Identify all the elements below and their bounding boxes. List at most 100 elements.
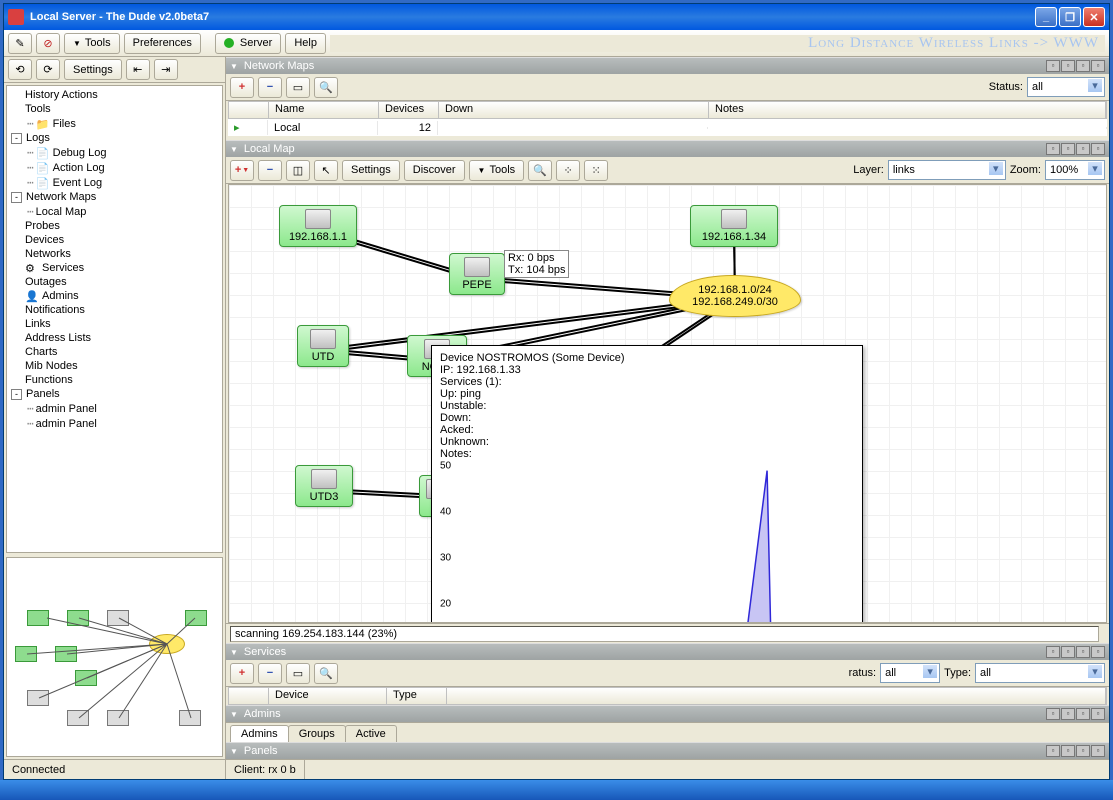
map-node[interactable]: UTD — [297, 325, 349, 367]
minimap[interactable] — [6, 557, 223, 757]
map-node[interactable]: 192.168.1.1 — [279, 205, 357, 247]
tree-item[interactable]: ⋯admin Panel — [9, 401, 220, 416]
find-button[interactable]: 🔍 — [528, 160, 552, 181]
tree-item[interactable]: 👤Admins — [9, 289, 220, 303]
tab-groups[interactable]: Groups — [288, 725, 346, 742]
menubar: ✎ ⊘ ▼Tools Preferences Server Help Long … — [4, 30, 1109, 57]
map-node[interactable]: 192.168.1.34 — [690, 205, 778, 247]
statusbar: Connected Client: rx 0 b — [4, 759, 1109, 779]
node-label: UTD3 — [302, 491, 346, 503]
copy-button[interactable]: ▭ — [286, 77, 310, 98]
map-node[interactable]: UTD3 — [295, 465, 353, 507]
tree-item[interactable]: History Actions — [9, 88, 220, 102]
layer-select[interactable]: links — [888, 160, 1006, 180]
tree-view[interactable]: History ActionsTools⋯📁Files-Logs⋯📄Debug … — [6, 85, 223, 553]
map-tools-button[interactable]: ▼Tools — [469, 160, 525, 181]
tab-active[interactable]: Active — [345, 725, 397, 742]
device-tooltip: Device NOSTROMOS (Some Device)IP: 192.16… — [431, 345, 863, 623]
close-button[interactable]: ✕ — [1083, 7, 1105, 27]
tree-item[interactable]: ⋯📄Action Log — [9, 160, 220, 175]
pointer-button[interactable]: ↖ — [314, 160, 338, 181]
server-button[interactable]: Server — [215, 33, 281, 54]
map-settings-button[interactable]: Settings — [342, 160, 400, 181]
local-map-header[interactable]: ▼Local Map ▫▫▫▫ — [226, 140, 1109, 157]
services-grid-header[interactable]: Device Type — [228, 687, 1107, 705]
tools-menu[interactable]: ▼Tools — [64, 33, 120, 54]
panels-header[interactable]: ▼Panels ▫▫▫▫ — [226, 742, 1109, 759]
tree-item[interactable]: Networks — [9, 247, 220, 261]
zoom-select[interactable]: 100% — [1045, 160, 1105, 180]
taskbar[interactable] — [0, 780, 1113, 800]
discover-button[interactable]: Discover — [404, 160, 465, 181]
preferences-button[interactable]: Preferences — [124, 33, 201, 54]
services-type-select[interactable]: all — [975, 663, 1105, 683]
layout1-button[interactable]: ⁘ — [556, 160, 580, 181]
tree-item[interactable]: Functions — [9, 373, 220, 387]
tree-item-label: History Actions — [25, 89, 98, 101]
layout2-button[interactable]: ⁙ — [584, 160, 608, 181]
tree-item[interactable]: Devices — [9, 233, 220, 247]
tab-admins[interactable]: Admins — [230, 725, 289, 742]
status-select[interactable]: all — [1027, 77, 1105, 97]
find-button[interactable]: 🔍 — [314, 77, 338, 98]
stop-button[interactable]: ⊘ — [36, 33, 60, 54]
find-button[interactable]: 🔍 — [314, 663, 338, 684]
services-status-select[interactable]: all — [880, 663, 940, 683]
map-canvas[interactable]: 192.168.1.1PEPE192.168.1.34UTDNOSTUTD319… — [228, 184, 1107, 623]
tree-item-label: Outages — [25, 276, 67, 288]
device-icon — [305, 209, 331, 229]
tree-item-label: Address Lists — [25, 332, 91, 344]
lasso-button[interactable]: ◫ — [286, 160, 310, 181]
table-row[interactable]: ▸ Local 12 — [228, 119, 1107, 136]
tree-item[interactable]: ⋯Local Map — [9, 204, 220, 219]
tree-item-label: Probes — [25, 220, 60, 232]
services-header[interactable]: ▼Services ▫▫▫▫ — [226, 643, 1109, 660]
layer-label: Layer: — [853, 164, 884, 176]
tree-item[interactable]: ⚙Services — [9, 261, 220, 275]
tree-item[interactable]: -Panels — [9, 387, 220, 401]
redo-button[interactable]: ⟳ — [36, 59, 60, 80]
left-toolbar: ⟲ ⟳ Settings ⇤ ⇥ — [4, 57, 225, 83]
import-button[interactable]: ⇤ — [126, 59, 150, 80]
minimize-button[interactable]: _ — [1035, 7, 1057, 27]
tree-item[interactable]: Address Lists — [9, 331, 220, 345]
node-label: PEPE — [456, 279, 498, 291]
tree-item[interactable]: Tools — [9, 102, 220, 116]
network-maps-header[interactable]: ▼Network Maps ▫▫▫▫ — [226, 57, 1109, 74]
settings-button[interactable]: Settings — [64, 59, 122, 80]
remove-button[interactable]: − — [258, 663, 282, 684]
map-node[interactable]: PEPE — [449, 253, 505, 295]
undo-button[interactable]: ⟲ — [8, 59, 32, 80]
copy-button[interactable]: ▭ — [286, 663, 310, 684]
panel-title: Local Map — [244, 143, 295, 155]
tree-item[interactable]: ⋯📄Debug Log — [9, 145, 220, 160]
network-cloud[interactable]: 192.168.1.0/24192.168.249.0/30 — [669, 275, 801, 317]
remove-button[interactable]: − — [258, 160, 282, 181]
tree-item[interactable]: -Logs — [9, 131, 220, 145]
tree-item[interactable]: ⋯📄Event Log — [9, 175, 220, 190]
log-icon: 📄 — [36, 177, 50, 189]
add-button[interactable]: + — [230, 77, 254, 98]
maps-grid-header[interactable]: Name Devices Down Notes — [228, 101, 1107, 119]
admins-header[interactable]: ▼Admins ▫▫▫▫ — [226, 705, 1109, 722]
tree-item[interactable]: Links — [9, 317, 220, 331]
tree-item[interactable]: Charts — [9, 345, 220, 359]
maximize-button[interactable]: ❐ — [1059, 7, 1081, 27]
remove-button[interactable]: − — [258, 77, 282, 98]
scan-bar: scanning 169.254.183.144 (23%) — [226, 623, 1109, 643]
add-dropdown-button[interactable]: +▼ — [230, 160, 254, 181]
tree-item[interactable]: Probes — [9, 219, 220, 233]
tree-item[interactable]: Mib Nodes — [9, 359, 220, 373]
tree-item[interactable]: -Network Maps — [9, 190, 220, 204]
export-button[interactable]: ⇥ — [154, 59, 178, 80]
node-label: 192.168.1.34 — [697, 231, 771, 243]
tree-item[interactable]: ⋯admin Panel — [9, 416, 220, 431]
tree-item[interactable]: ⋯📁Files — [9, 116, 220, 131]
help-button[interactable]: Help — [285, 33, 326, 54]
wand-button[interactable]: ✎ — [8, 33, 32, 54]
add-button[interactable]: + — [230, 663, 254, 684]
panel-title: Services — [244, 646, 286, 658]
tree-item-label: Action Log — [53, 162, 105, 174]
tree-item[interactable]: Notifications — [9, 303, 220, 317]
tree-item[interactable]: Outages — [9, 275, 220, 289]
